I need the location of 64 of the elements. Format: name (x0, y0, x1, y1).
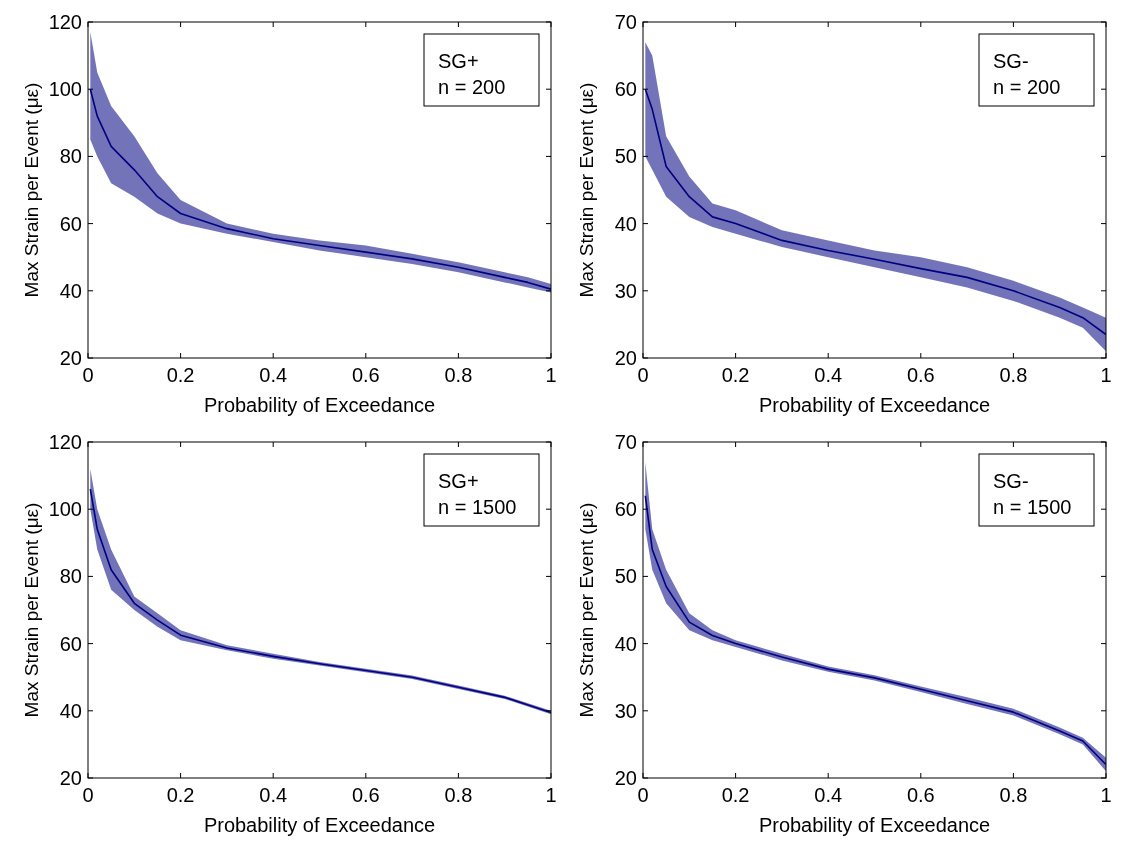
y-tick-label: 20 (614, 767, 637, 789)
x-tick-label: 0 (637, 784, 649, 806)
y-tick-label: 70 (614, 431, 637, 453)
x-tick-label: 1 (1100, 364, 1112, 386)
annotation: n = 200 (438, 76, 506, 98)
x-tick-label: 0.4 (259, 784, 288, 806)
y-tick-label: 60 (59, 212, 82, 235)
y-tick-label: 30 (614, 699, 637, 722)
x-tick-label: 0.2 (166, 784, 195, 806)
y-axis-title: Max Strain per Event (με) (21, 502, 42, 718)
y-tick-label: 120 (48, 11, 82, 33)
y-tick-label: 100 (48, 78, 82, 101)
x-axis-title: Probability of Exceedance (203, 394, 436, 416)
y-tick-label: 30 (614, 279, 637, 302)
y-tick-label: 60 (59, 632, 82, 655)
y-tick-label: 70 (614, 11, 637, 33)
y-tick-label: 80 (59, 145, 82, 168)
x-tick-label: 0.2 (166, 364, 195, 386)
x-tick-label: 0.8 (444, 364, 473, 386)
y-tick-label: 40 (614, 632, 637, 655)
y-tick-label: 40 (59, 279, 82, 302)
x-tick-label: 0.4 (814, 364, 843, 386)
x-tick-label: 1 (1100, 784, 1112, 806)
y-tick-label: 120 (48, 431, 82, 453)
x-tick-label: 0.6 (351, 784, 380, 806)
y-tick-label: 40 (59, 699, 82, 722)
annotation: n = 200 (993, 76, 1061, 98)
y-tick-label: 100 (48, 498, 82, 521)
x-tick-label: 0.6 (906, 784, 935, 806)
x-tick-label: 0 (82, 364, 94, 386)
annotation: SG- (993, 50, 1029, 72)
x-tick-label: 0.4 (259, 364, 288, 386)
annotation: SG- (993, 470, 1029, 492)
annotation: n = 1500 (438, 496, 517, 518)
annotation: SG+ (438, 50, 479, 72)
annotation: SG+ (438, 470, 479, 492)
x-tick-label: 0.2 (721, 784, 750, 806)
y-tick-label: 20 (59, 767, 82, 789)
x-tick-label: 1 (545, 364, 557, 386)
y-tick-label: 50 (614, 145, 637, 168)
y-axis-title: Max Strain per Event (με) (576, 502, 597, 718)
x-tick-label: 0.8 (999, 364, 1028, 386)
x-tick-label: 0 (82, 784, 94, 806)
annotation: n = 1500 (993, 496, 1072, 518)
x-axis-title: Probability of Exceedance (758, 394, 991, 416)
x-tick-label: 0.2 (721, 364, 750, 386)
y-tick-label: 80 (59, 565, 82, 588)
x-tick-label: 0 (637, 364, 649, 386)
x-tick-label: 0.8 (999, 784, 1028, 806)
y-axis-title: Max Strain per Event (με) (576, 82, 597, 298)
x-tick-label: 0.4 (814, 784, 843, 806)
y-tick-label: 40 (614, 212, 637, 235)
x-tick-label: 1 (545, 784, 557, 806)
x-tick-label: 0.6 (351, 364, 380, 386)
y-tick-label: 50 (614, 565, 637, 588)
x-axis-title: Probability of Exceedance (758, 814, 991, 836)
y-tick-label: 20 (59, 347, 82, 369)
x-axis-title: Probability of Exceedance (203, 814, 436, 836)
x-tick-label: 0.6 (906, 364, 935, 386)
y-tick-label: 60 (614, 498, 637, 521)
y-tick-label: 60 (614, 78, 637, 101)
x-tick-label: 0.8 (444, 784, 473, 806)
y-tick-label: 20 (614, 347, 637, 369)
y-axis-title: Max Strain per Event (με) (21, 82, 42, 298)
